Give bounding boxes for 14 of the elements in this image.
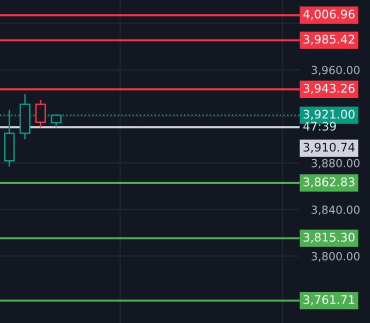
text: 47:39 (303, 122, 336, 131)
y-tick-label: 3,800.00 (312, 252, 360, 262)
y-tick-label: 3,960.00 (312, 66, 360, 76)
ref-line-label: 3,910.74 (304, 142, 355, 153)
candlestick (35, 99, 46, 128)
ref-line-label: 4,006.96 (303, 10, 355, 20)
ref-line-label: 3,943.26 (304, 84, 355, 94)
y-tick-label: 3,840.00 (312, 205, 360, 216)
ref-line-label: 3,815.30 (304, 232, 354, 243)
ref-line-label: 3,921.00 (304, 110, 354, 120)
ref-line-label: 3,985.42 (304, 34, 354, 45)
ref-line-label: 3,761.71 (304, 295, 354, 306)
y-tick-label: 3,880.00 (312, 158, 360, 168)
ref-line-label: 3,862.83 (304, 177, 354, 188)
